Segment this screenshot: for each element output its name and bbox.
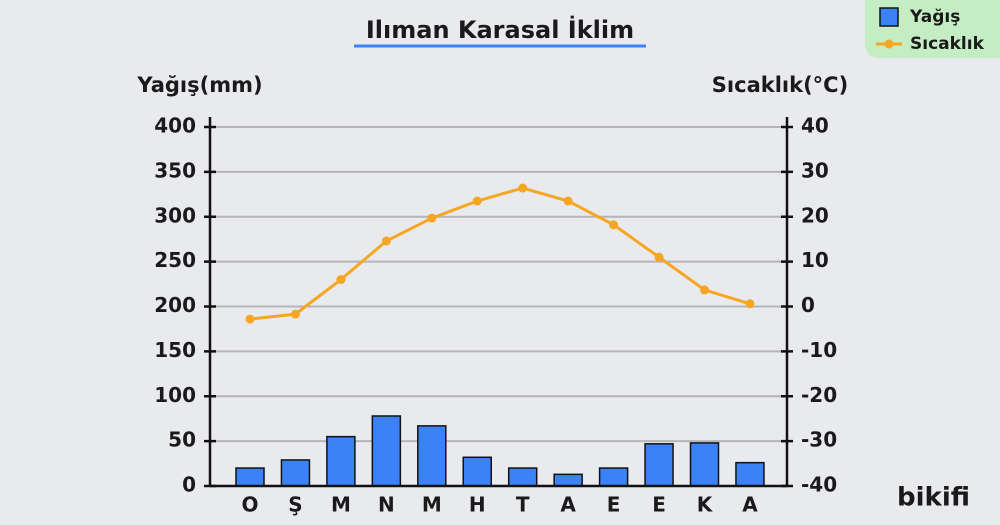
line-point [290, 309, 300, 319]
x-tick-label: K [697, 493, 714, 517]
bar [689, 442, 720, 487]
line-point [654, 252, 664, 262]
line-point [745, 299, 755, 309]
y-tick-label: 400 [154, 114, 196, 138]
y-tick-label: 250 [154, 248, 196, 272]
y2-tick-label: -10 [801, 338, 837, 362]
bar [417, 425, 447, 487]
x-tick-label: N [378, 493, 395, 517]
line-point [609, 220, 619, 230]
y-tick-label: 100 [154, 383, 196, 407]
y-tick-label: 50 [168, 428, 196, 452]
x-tick-label: H [469, 493, 486, 517]
x-tick-label: T [516, 493, 530, 517]
x-tick-label: A [742, 493, 758, 517]
line-point [518, 183, 528, 193]
y-tick-label: 150 [154, 338, 196, 362]
y2-tick-label: -20 [801, 383, 837, 407]
legend-label: Sıcaklık [910, 34, 985, 54]
y-tick-label: 350 [154, 158, 196, 182]
legend-swatch [879, 7, 899, 27]
line-point [336, 275, 346, 285]
y2-tick-label: 30 [801, 158, 829, 182]
bar [507, 467, 538, 487]
bar [280, 459, 311, 487]
line-point [245, 314, 255, 324]
bar [326, 435, 356, 487]
bar [235, 467, 265, 487]
y-tick-label: 300 [154, 203, 196, 227]
chart-title: Ilıman Karasal İklim [366, 15, 634, 44]
line-point [700, 285, 709, 295]
bar [462, 456, 492, 487]
legend-label: Yağış [909, 7, 960, 27]
y-tick-label: 0 [182, 473, 196, 497]
x-tick-label: A [560, 493, 576, 517]
logo: bikifi [897, 483, 970, 513]
x-tick-label: O [241, 493, 258, 517]
bar [735, 461, 765, 487]
y2-axis-label: Sıcaklık(°C) [712, 73, 848, 97]
bar [598, 467, 629, 487]
y2-tick-label: 20 [801, 203, 829, 227]
line-point [563, 196, 573, 206]
line-point [381, 236, 391, 246]
bar [371, 415, 402, 487]
x-tick-label: Ş [288, 493, 302, 517]
bar [553, 473, 583, 487]
y2-tick-label: 0 [801, 293, 815, 317]
x-tick-label: E [607, 493, 621, 517]
line [249, 186, 751, 321]
y2-tick-label: 10 [801, 248, 829, 272]
x-tick-label: M [422, 493, 442, 517]
x-tick-label: M [331, 493, 351, 517]
y-axis-label: Yağış(mm) [136, 73, 262, 97]
y-tick-label: 200 [154, 293, 196, 317]
line-point [472, 196, 482, 206]
y2-tick-label: -30 [801, 428, 837, 452]
line-point [427, 213, 437, 223]
x-tick-label: E [652, 493, 666, 517]
bar [644, 443, 674, 487]
y2-tick-label: 40 [801, 114, 829, 138]
y2-tick-label: -40 [801, 473, 837, 497]
legend-swatch [884, 39, 894, 49]
